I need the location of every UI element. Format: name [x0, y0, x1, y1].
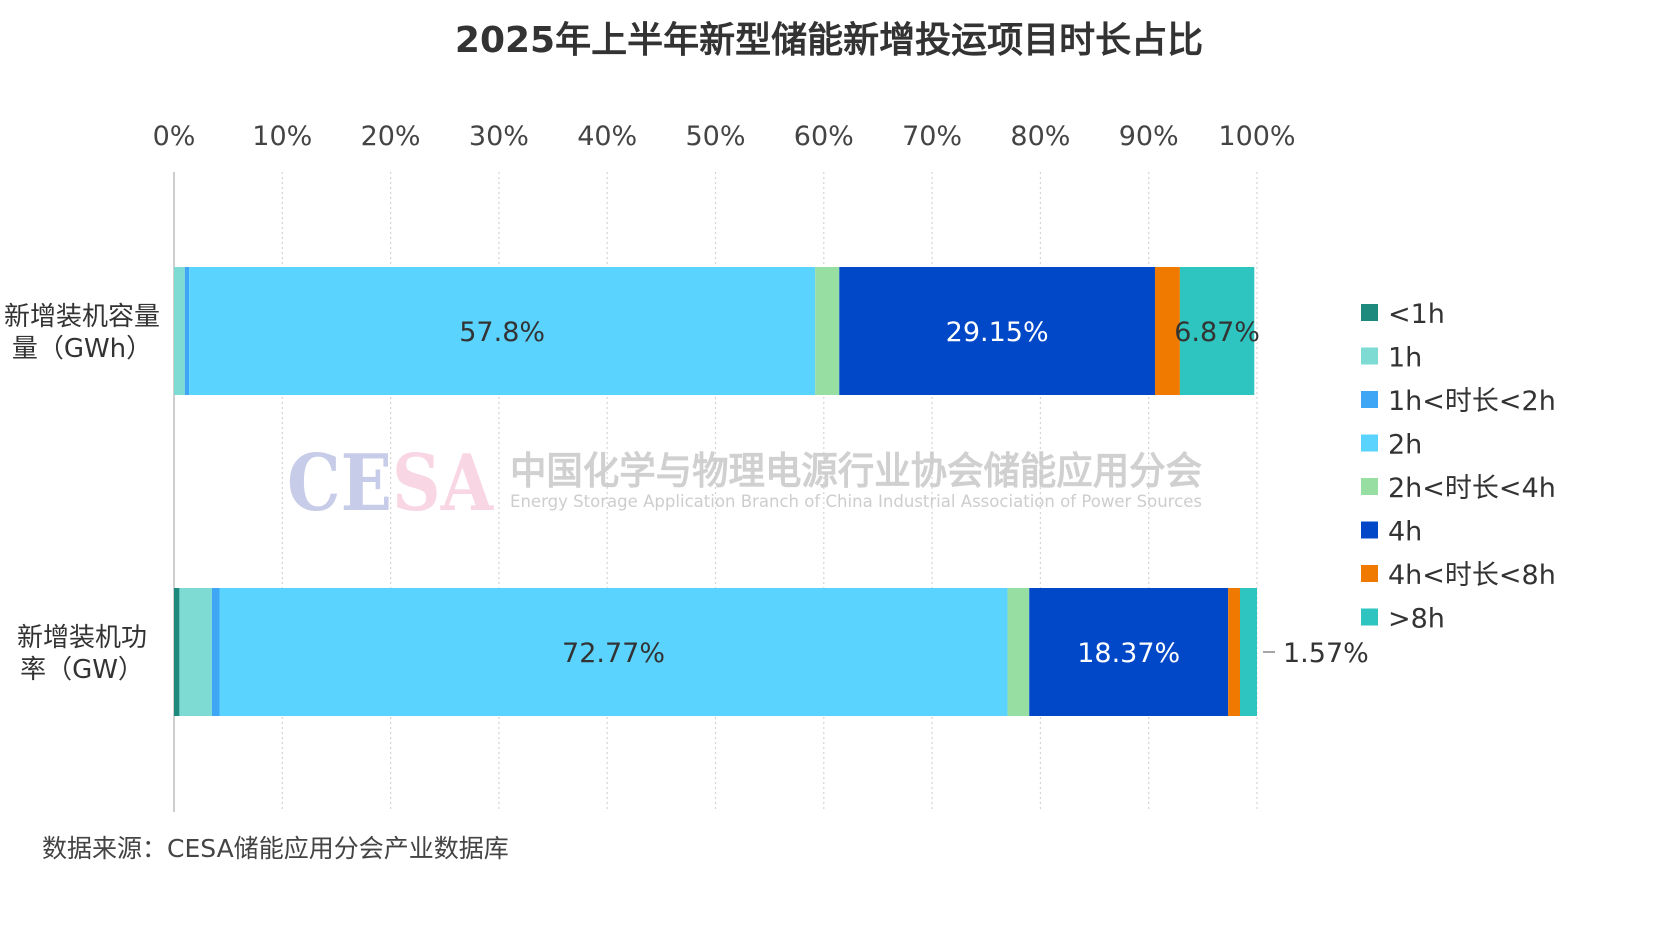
category-labels: 新增装机容量量（GWh） 新增装机功率（GW） [4, 302, 160, 685]
chart-title: 2025年上半年新型储能新增投运项目时长占比 [455, 20, 1203, 61]
bar-segment [815, 267, 840, 395]
source-note: 数据来源：CESA储能应用分会产业数据库 [42, 834, 509, 863]
bar-segment [219, 588, 1008, 716]
legend-swatch [1361, 608, 1378, 626]
legend-swatch [1361, 347, 1378, 365]
data-label: 6.87% [1174, 317, 1260, 348]
bar-segment [1154, 267, 1180, 395]
watermark-english: Energy Storage Application Branch of Chi… [510, 492, 1202, 512]
legend-label: 1h<时长<2h [1388, 386, 1556, 417]
legend-label: 4h [1388, 517, 1422, 548]
bar-segment [189, 267, 816, 395]
bar-segment [1239, 588, 1257, 716]
data-label: 72.77% [562, 638, 665, 669]
x-tick-label: 40% [577, 121, 637, 152]
legend-label: 1h [1388, 343, 1422, 374]
legend-label: >8h [1388, 604, 1445, 635]
bar-segment [179, 588, 212, 716]
data-labels: 57.8% 29.15% 6.87% 72.77% 18.37% 1.57% [459, 317, 1369, 669]
legend-label: 2h<时长<4h [1388, 473, 1556, 504]
legend-label: 2h [1388, 430, 1422, 461]
x-tick-label: 60% [794, 121, 854, 152]
bars [174, 267, 1257, 716]
bar-segment [1029, 588, 1229, 716]
category-label: 新增装机功率（GW） [17, 623, 147, 685]
bar-segment [1179, 267, 1255, 395]
data-label: 18.37% [1077, 638, 1180, 669]
bar-segment [1007, 588, 1030, 716]
watermark: CESA 中国化学与物理电源行业协会储能应用分会 Energy Storage … [287, 438, 1202, 529]
bar-segment [184, 267, 190, 395]
legend-swatch [1361, 304, 1378, 321]
x-tick-label: 80% [1010, 121, 1070, 152]
bar-segment [211, 588, 220, 716]
category-label: 新增装机容量量（GWh） [4, 302, 160, 364]
watermark-logo: CESA [287, 438, 494, 529]
legend-label: <1h [1388, 299, 1445, 330]
data-label: 57.8% [459, 317, 545, 348]
x-tick-label: 30% [469, 121, 529, 152]
legend-label: 4h<时长<8h [1388, 560, 1556, 591]
x-tick-label: 10% [252, 121, 312, 152]
x-tick-label: 70% [902, 121, 962, 152]
x-tick-label: 100% [1218, 121, 1295, 152]
x-axis-ticks: 0% 10% 20% 30% 40% 50% 60% 70% 80% 90% 100% [153, 121, 1296, 152]
bar-segment [1228, 588, 1240, 716]
bar-segment [174, 267, 185, 395]
legend-swatch [1361, 521, 1378, 539]
watermark-chinese: 中国化学与物理电源行业协会储能应用分会 [510, 449, 1202, 493]
legend-swatch [1361, 434, 1378, 452]
data-label: 1.57% [1283, 638, 1369, 669]
x-tick-label: 20% [361, 121, 421, 152]
legend-swatch [1361, 565, 1378, 582]
x-tick-label: 0% [153, 121, 196, 152]
bar-segment [839, 267, 1155, 395]
legend-swatch [1361, 478, 1378, 495]
x-tick-label: 50% [685, 121, 745, 152]
legend: <1h 1h 1h<时长<2h 2h 2h<时长<4h 4h 4h<时长<8h >8h [1361, 299, 1556, 635]
data-label: 29.15% [946, 317, 1049, 348]
bar-segment [174, 588, 180, 716]
legend-swatch [1361, 391, 1378, 408]
x-tick-label: 90% [1119, 121, 1179, 152]
